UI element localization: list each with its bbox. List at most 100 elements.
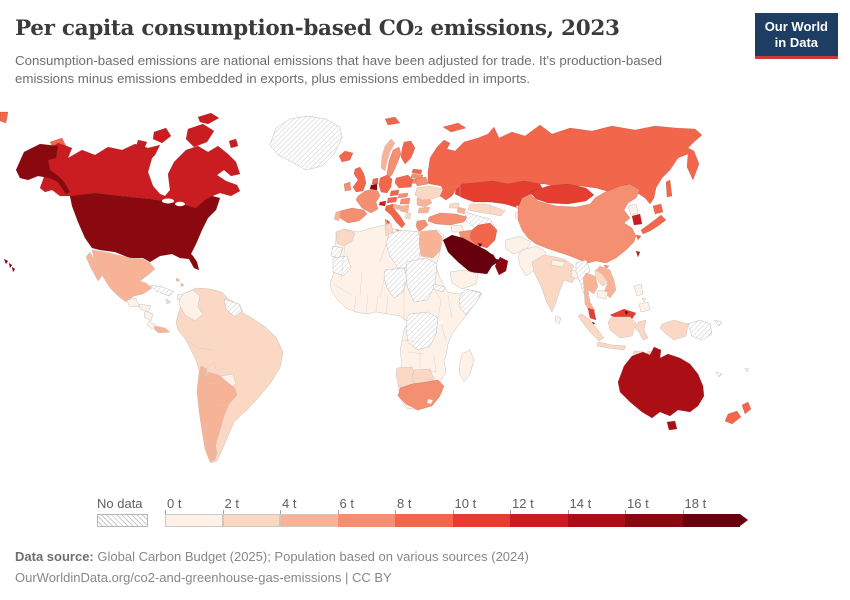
map-switzerland[interactable] xyxy=(378,200,387,207)
map-south-korea[interactable] xyxy=(631,213,643,226)
map-bahamas[interactable] xyxy=(175,277,185,288)
map-guatemala[interactable] xyxy=(126,297,140,308)
map-new-zealand[interactable] xyxy=(724,401,752,425)
map-bulgaria[interactable] xyxy=(417,206,431,214)
legend-tick xyxy=(165,510,166,514)
map-somalia[interactable] xyxy=(458,288,482,316)
map-eritrea[interactable] xyxy=(432,283,446,293)
map-cuba[interactable] xyxy=(149,284,175,297)
map-india[interactable] xyxy=(531,254,577,313)
map-australia[interactable] xyxy=(617,346,705,431)
legend-swatch[interactable] xyxy=(222,514,280,527)
map-lesotho[interactable] xyxy=(426,398,434,405)
legend-tick xyxy=(395,510,396,514)
map-egypt[interactable] xyxy=(418,229,443,259)
map-finland[interactable] xyxy=(400,140,416,165)
map-cambodia[interactable] xyxy=(596,289,609,300)
map-tunisia[interactable] xyxy=(384,222,394,237)
map-czechia[interactable] xyxy=(389,189,400,197)
map-hungary[interactable] xyxy=(399,197,411,205)
map-indonesia[interactable] xyxy=(577,313,689,358)
map-ukraine[interactable] xyxy=(414,185,444,201)
map-austria[interactable] xyxy=(386,196,398,204)
map-nicaragua[interactable] xyxy=(143,310,154,322)
map-azerbaijan[interactable] xyxy=(456,206,467,215)
map-norway[interactable] xyxy=(380,138,396,172)
map-mongolia[interactable] xyxy=(529,183,595,205)
chart-subtitle: Consumption-based emissions are national… xyxy=(15,53,663,86)
legend-tick xyxy=(510,510,511,514)
map-oman[interactable] xyxy=(494,256,509,276)
legend-swatch[interactable] xyxy=(682,514,740,527)
map-ireland[interactable] xyxy=(343,181,352,192)
map-mexico[interactable] xyxy=(85,249,156,303)
map-greenland[interactable] xyxy=(269,115,343,171)
map-belarus[interactable] xyxy=(414,176,429,187)
map-russia[interactable] xyxy=(384,116,703,205)
map-mauritania[interactable] xyxy=(332,255,352,277)
map-belgium[interactable] xyxy=(369,183,378,191)
legend-swatch[interactable] xyxy=(337,514,395,527)
map-new-caledonia[interactable] xyxy=(715,371,723,378)
map-argentina[interactable] xyxy=(204,371,238,457)
map-serbia[interactable] xyxy=(399,204,410,214)
legend-swatch[interactable] xyxy=(510,514,568,527)
map-uk[interactable] xyxy=(352,166,367,193)
map-turkey[interactable] xyxy=(427,212,468,226)
map-fiji[interactable] xyxy=(744,367,750,373)
map-iran[interactable] xyxy=(469,222,498,249)
map-guianas[interactable] xyxy=(223,298,243,318)
footer-link-line[interactable]: OurWorldinData.org/co2-and-greenhouse-ga… xyxy=(15,569,392,585)
map-png[interactable] xyxy=(687,319,723,341)
map-albania[interactable] xyxy=(404,212,412,220)
map-north-korea[interactable] xyxy=(627,203,639,216)
map-yemen[interactable] xyxy=(449,269,479,290)
map-syria[interactable] xyxy=(450,224,465,233)
map-brunei[interactable] xyxy=(624,310,629,316)
map-spain[interactable] xyxy=(337,207,368,224)
footer-source-text: Global Carbon Budget (2025); Population … xyxy=(97,549,529,564)
map-taiwan[interactable] xyxy=(635,250,641,258)
map-chad[interactable] xyxy=(383,267,408,299)
legend-swatch[interactable] xyxy=(165,514,223,527)
legend-swatch[interactable] xyxy=(567,514,625,527)
map-poland[interactable] xyxy=(394,174,414,189)
map-colombia[interactable] xyxy=(178,289,204,322)
country-borders xyxy=(185,186,506,407)
map-georgia[interactable] xyxy=(448,202,460,209)
map-panama[interactable] xyxy=(153,325,171,334)
map-uzbekistan[interactable] xyxy=(467,203,506,217)
legend-swatch[interactable] xyxy=(452,514,510,527)
map-qatar[interactable] xyxy=(490,253,495,259)
legend-no-data-swatch[interactable] xyxy=(97,514,148,527)
map-japan[interactable] xyxy=(635,203,667,241)
map-estonia[interactable] xyxy=(411,168,423,175)
map-portugal[interactable] xyxy=(333,210,341,222)
map-costa-rica[interactable] xyxy=(146,320,157,330)
legend-swatch[interactable] xyxy=(280,514,338,527)
map-morocco[interactable] xyxy=(335,228,356,247)
map-south-africa[interactable] xyxy=(397,379,445,411)
map-canada[interactable] xyxy=(39,112,241,209)
map-netherlands[interactable] xyxy=(371,177,379,185)
owid-logo[interactable]: Our World in Data xyxy=(754,13,838,59)
map-france[interactable] xyxy=(355,188,389,226)
map-madagascar[interactable] xyxy=(458,349,475,383)
map-iceland[interactable] xyxy=(338,150,354,163)
map-usa[interactable] xyxy=(3,143,221,273)
map-slovakia[interactable] xyxy=(397,192,409,199)
map-thailand[interactable] xyxy=(582,272,599,315)
map-nepal[interactable] xyxy=(550,259,566,268)
map-jamaica[interactable] xyxy=(165,298,172,305)
map-china[interactable] xyxy=(517,183,641,270)
map-philippines[interactable] xyxy=(633,283,651,313)
map-drc[interactable] xyxy=(405,311,439,351)
legend-no-data-label: No data xyxy=(97,496,143,511)
map-kuwait[interactable] xyxy=(477,242,483,248)
legend-swatch[interactable] xyxy=(625,514,683,527)
map-sri-lanka[interactable] xyxy=(554,315,562,325)
map-sudan[interactable] xyxy=(405,257,438,303)
legend-swatch[interactable] xyxy=(395,514,453,527)
legend-tick-label: 8 t xyxy=(397,496,412,511)
map-germany[interactable] xyxy=(378,174,393,194)
